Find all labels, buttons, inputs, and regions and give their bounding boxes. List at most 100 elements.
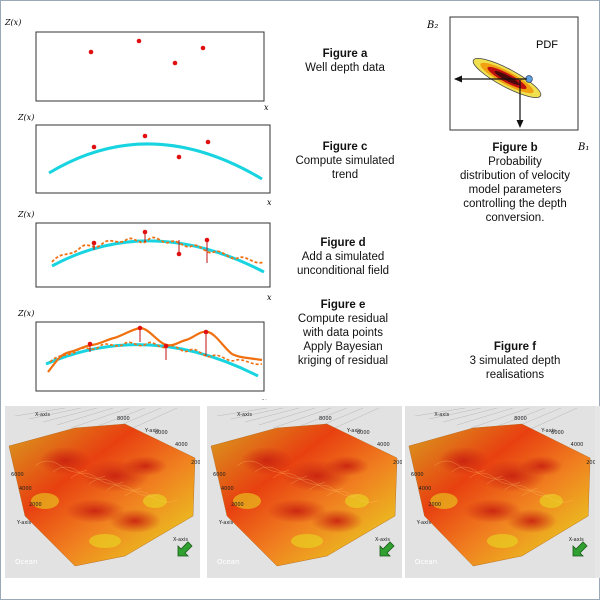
tick-label: 2000 [393, 460, 402, 466]
trend-curve [48, 142, 263, 181]
surface-low [291, 534, 323, 548]
tick-label: 6000 [213, 472, 226, 478]
y-axis-label: Y-axis [416, 520, 432, 526]
contour-line [451, 466, 503, 479]
tick-label: 4000 [221, 486, 234, 492]
surface-low [430, 493, 458, 509]
tick-label: 2000 [428, 502, 441, 508]
surface-high [311, 509, 363, 533]
x-axis-label: X-axis [434, 412, 449, 418]
figure-b-x-axis: B₁ [577, 142, 589, 153]
figure-e-text: with data points [303, 327, 383, 339]
depth-realisation-1: X-axis Y-axis Y-axis X-axis 6000 4000 2000 8000… [5, 406, 200, 578]
surface-low [345, 494, 369, 508]
grid-line [216, 407, 268, 417]
surface-low [31, 493, 59, 509]
ocean-watermark: Ocean [415, 558, 437, 566]
figure-b-text: distribution of velocity [460, 170, 570, 182]
grid-line [258, 407, 316, 426]
tick-label: 4000 [19, 486, 32, 492]
figure-e-text: Compute residual [297, 313, 389, 325]
surface-high [65, 499, 125, 523]
figure-b-text: controlling the depth [463, 198, 567, 210]
diagram-panels: Z(x) x Z(x) x Z(x) x Z(x) x [4, 16, 589, 400]
surface-high [39, 447, 91, 475]
figure-a-frame [35, 31, 265, 102]
contour-line [504, 484, 556, 497]
contour-line [236, 460, 290, 473]
surface-low [539, 494, 563, 508]
grid-line [42, 407, 98, 423]
well-point [176, 154, 182, 160]
figure-a-y-axis: Z(x) [4, 18, 21, 27]
contour-line [106, 484, 160, 497]
figure-a-x-axis: x [264, 103, 269, 112]
figure-b-text: model parameters [468, 184, 562, 196]
surface-high [241, 447, 293, 475]
surface-high [438, 447, 489, 475]
figure-d-text: Add a simulated [301, 251, 385, 263]
tick-label: 8000 [117, 416, 130, 422]
figure-d-x-axis: x [267, 293, 272, 302]
contour-line [254, 466, 308, 479]
grid-line [28, 407, 82, 420]
figure-e-y-axis: Z(x) [17, 309, 34, 318]
tick-label: 2000 [29, 502, 42, 508]
well-point [172, 60, 178, 66]
tick-label: 6000 [357, 430, 370, 436]
grid-line [442, 407, 498, 423]
figure-a-caption: Figure a Well depth data [270, 47, 420, 75]
figure-c-frame [35, 124, 271, 194]
well-point [163, 343, 169, 349]
figure-e-plot: Z(x) x [17, 309, 267, 400]
tick-label: 4000 [175, 442, 188, 448]
contour-line [326, 490, 380, 503]
contour-line [290, 478, 344, 491]
surface-high [463, 499, 522, 523]
realisation-surface: X-axis Y-axis Y-axis X-axis 6000 4000 2000 8000… [5, 406, 200, 578]
grid-line [428, 407, 482, 420]
figure-c-plot: Z(x) x [17, 113, 272, 207]
well-point [205, 139, 211, 145]
figure-c-text: trend [331, 169, 359, 181]
figure-a-title: Figure a [322, 48, 368, 60]
figure-f-title: Figure f [493, 341, 537, 353]
x-axis-label: X-axis [173, 537, 188, 543]
well-point [88, 49, 94, 55]
surface-high [506, 509, 557, 533]
tick-label: 2000 [586, 460, 595, 466]
well-point [91, 240, 97, 246]
figure-f-text: realisations [485, 369, 545, 381]
surface-high [267, 499, 327, 523]
navigation-arrow-icon [379, 541, 395, 557]
grid-line [14, 407, 66, 417]
x-axis-label: X-axis [237, 412, 252, 418]
figure-d-text: unconditional field [296, 265, 390, 277]
y-axis-label: Y-axis [144, 428, 160, 434]
figure-f-text: 3 simulated depth [469, 355, 561, 367]
well-point [91, 144, 97, 150]
surface-high [325, 456, 369, 476]
contour-line [434, 460, 485, 473]
figure-e-text: kriging of residual [297, 355, 389, 367]
figure-d-plot: Z(x) x [17, 210, 272, 302]
well-point [200, 45, 206, 51]
well-point [137, 325, 143, 331]
contour-line [521, 490, 573, 503]
well-point [87, 341, 93, 347]
navigation-arrow-icon [572, 541, 588, 557]
tick-label: 6000 [155, 430, 168, 436]
unconditional-field-curve [49, 341, 263, 366]
b1-arrow-head [516, 120, 524, 128]
tick-label: 8000 [319, 416, 332, 422]
y-axis-label: Y-axis [16, 520, 32, 526]
tick-label: 6000 [11, 472, 24, 478]
surface-low [233, 493, 261, 509]
figure-c-y-axis: Z(x) [17, 113, 34, 122]
depth-realisation-3: X-axis Y-axis Y-axis X-axis 6000 4000 2000 8000… [405, 406, 600, 578]
figure-c-caption: Figure c Compute simulated trend [270, 140, 420, 182]
well-point [203, 329, 209, 335]
well-point [176, 251, 182, 257]
figure-b-caption: Figure b Probability distribution of vel… [440, 141, 590, 225]
tick-label: 6000 [411, 472, 424, 478]
